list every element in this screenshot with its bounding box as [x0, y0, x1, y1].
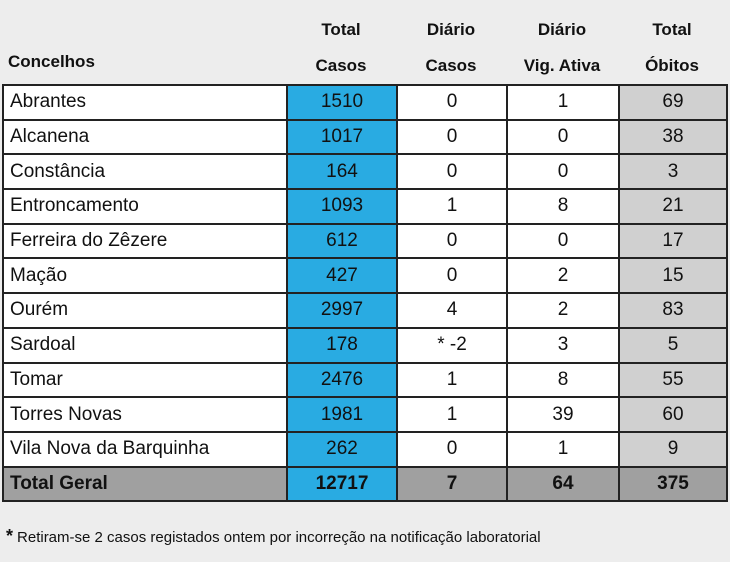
footnote-star: * [6, 526, 14, 546]
cell-diario-casos: 1 [396, 361, 508, 399]
cell-diario-casos: 0 [396, 153, 508, 191]
table-row: Ourém 2997 4 2 83 [2, 292, 728, 329]
cell-total-casos: 1510 [286, 84, 398, 121]
table-row: Abrantes 1510 0 1 69 [2, 84, 728, 121]
cell-total-casos: 2476 [286, 361, 398, 399]
cell-diario-casos: 1 [396, 188, 508, 225]
cell-concelho: Entroncamento [2, 188, 288, 225]
cell-total-casos: 12717 [286, 465, 398, 503]
cell-total-casos: 427 [286, 257, 398, 295]
table-row: Torres Novas 1981 1 39 60 [2, 396, 728, 433]
cell-diario-casos: 1 [396, 396, 508, 433]
cell-total-obitos: 3 [618, 153, 728, 191]
cell-concelho: Alcanena [2, 118, 288, 156]
covid-table: Abrantes 1510 0 1 69 Alcanena 1017 0 0 38 Constânc… [2, 84, 728, 503]
cell-total-obitos: 15 [618, 257, 728, 295]
cell-total-casos: 164 [286, 153, 398, 191]
cell-concelho: Tomar [2, 361, 288, 399]
table-row: Mação 427 0 2 15 [2, 257, 728, 295]
cell-total-casos: 262 [286, 430, 398, 468]
table-row: Tomar 2476 1 8 55 [2, 361, 728, 399]
header-total-casos-line1: Total [321, 20, 361, 39]
cell-diario-vig: 8 [506, 188, 620, 225]
cell-total-obitos: 9 [618, 430, 728, 468]
cell-diario-casos: 0 [396, 257, 508, 295]
header-total-obitos-line1: Total [652, 20, 692, 39]
cell-total-casos: 1981 [286, 396, 398, 433]
header-total-obitos-line2: Óbitos [645, 56, 699, 75]
header-diario-vig: Diário Vig. Ativa [506, 12, 618, 84]
footnote-text: Retiram-se 2 casos registados ontem por … [17, 529, 541, 546]
cell-total-obitos: 5 [618, 326, 728, 364]
cell-total-casos: 1093 [286, 188, 398, 225]
header-total-casos-line2: Casos [315, 56, 367, 75]
cell-total-obitos: 69 [618, 84, 728, 121]
cell-concelho: Abrantes [2, 84, 288, 121]
cell-diario-vig: 3 [506, 326, 620, 364]
cell-diario-casos: 4 [396, 292, 508, 329]
cell-total-casos: 2997 [286, 292, 398, 329]
cell-diario-vig: 2 [506, 257, 620, 295]
total-row: Total Geral 12717 7 64 375 [2, 465, 728, 503]
cell-diario-casos: * -2 [396, 326, 508, 364]
cell-diario-vig: 8 [506, 361, 620, 399]
cell-diario-vig: 1 [506, 430, 620, 468]
cell-diario-vig: 0 [506, 222, 620, 260]
cell-concelho: Total Geral [2, 465, 288, 503]
cell-diario-casos: 0 [396, 430, 508, 468]
cell-total-casos: 1017 [286, 118, 398, 156]
cell-diario-casos: 0 [396, 222, 508, 260]
cell-concelho: Mação [2, 257, 288, 295]
cell-total-obitos: 17 [618, 222, 728, 260]
cell-diario-vig: 64 [506, 465, 620, 503]
cell-concelho: Constância [2, 153, 288, 191]
cell-total-casos: 612 [286, 222, 398, 260]
cell-concelho: Sardoal [2, 326, 288, 364]
cell-concelho: Torres Novas [2, 396, 288, 433]
cell-concelho: Ferreira do Zêzere [2, 222, 288, 260]
header-diario-casos-line1: Diário [426, 20, 476, 39]
header-diario-casos: Diário Casos [396, 12, 506, 84]
cell-concelho: Ourém [2, 292, 288, 329]
cell-diario-casos: 0 [396, 84, 508, 121]
header-concelhos: Concelhos [8, 52, 95, 71]
cell-diario-vig: 0 [506, 118, 620, 156]
cell-total-obitos: 38 [618, 118, 728, 156]
header-total-obitos: Total Óbitos [618, 12, 726, 84]
cell-total-obitos: 60 [618, 396, 728, 433]
cell-total-obitos: 55 [618, 361, 728, 399]
cell-diario-vig: 2 [506, 292, 620, 329]
cell-diario-casos: 0 [396, 118, 508, 156]
header-total-casos: Total Casos [286, 12, 396, 84]
table-row: Constância 164 0 0 3 [2, 153, 728, 191]
cell-concelho: Vila Nova da Barquinha [2, 430, 288, 468]
cell-diario-vig: 39 [506, 396, 620, 433]
cell-total-obitos: 375 [618, 465, 728, 503]
cell-total-obitos: 83 [618, 292, 728, 329]
table-row: Entroncamento 1093 1 8 21 [2, 188, 728, 225]
header-diario-vig-line2: Vig. Ativa [523, 56, 601, 75]
table-row: Vila Nova da Barquinha 262 0 1 9 [2, 430, 728, 468]
cell-total-casos: 178 [286, 326, 398, 364]
cell-diario-vig: 0 [506, 153, 620, 191]
cell-diario-casos: 7 [396, 465, 508, 503]
footnote: * Retiram-se 2 casos registados ontem por… [6, 526, 541, 547]
table-header: Concelhos Total Casos Diário Casos Diári… [0, 0, 730, 84]
cell-total-obitos: 21 [618, 188, 728, 225]
table-row: Alcanena 1017 0 0 38 [2, 118, 728, 156]
table-row: Sardoal 178 * -2 3 5 [2, 326, 728, 364]
cell-diario-vig: 1 [506, 84, 620, 121]
header-diario-casos-line2: Casos [425, 56, 477, 75]
header-diario-vig-line1: Diário [537, 20, 587, 39]
table-row: Ferreira do Zêzere 612 0 0 17 [2, 222, 728, 260]
